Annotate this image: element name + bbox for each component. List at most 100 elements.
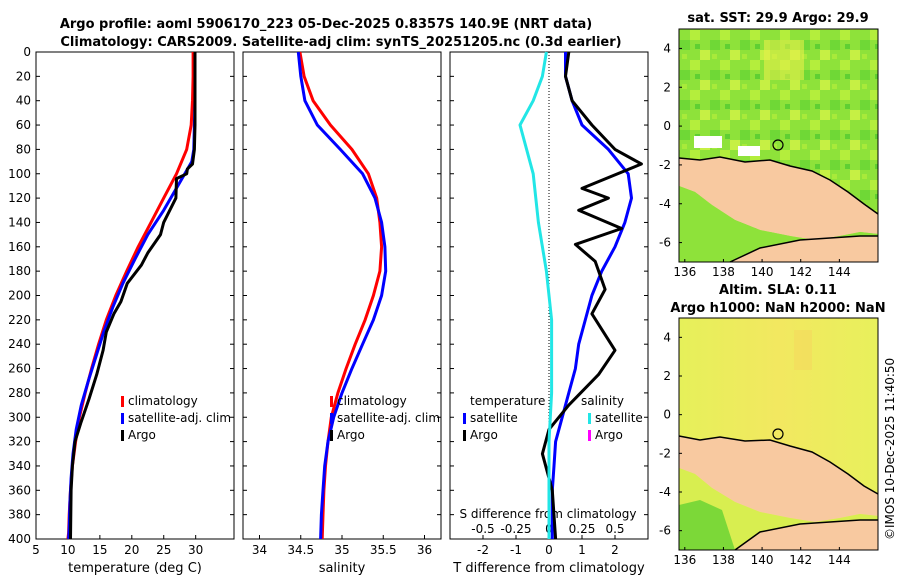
sst-missing-data: [738, 146, 760, 156]
depth-tick-label: 400: [8, 532, 31, 546]
salinity-axes: [242, 51, 442, 540]
temperature-panel: temperature (deg C): [35, 51, 235, 576]
sst-coastline: [678, 156, 879, 215]
series-temperature-argo: [540, 51, 643, 540]
x-tick-label: 0: [545, 543, 553, 557]
depth-tick-label: 80: [16, 142, 31, 156]
x-tick-label: 35: [334, 543, 349, 557]
lat-tick-label: 4: [663, 330, 671, 344]
depth-tick-label: 320: [8, 435, 31, 449]
legend-argo: Argo: [337, 428, 365, 442]
legend-swatch-satellite: [121, 413, 124, 424]
depth-tick-label: 0: [23, 45, 31, 59]
sla-coastline: [734, 519, 878, 551]
depth-tick-label: 180: [8, 264, 31, 278]
lat-tick-label: -2: [659, 158, 671, 172]
series-argo: [69, 52, 197, 540]
legend-swatch-t-satellite: [463, 413, 466, 424]
sla-lon-ticks: 136 138 140 142 144: [673, 547, 851, 567]
depth-tick-label: 280: [8, 386, 31, 400]
x-tick-label: 34: [252, 543, 267, 557]
depth-tick-label: 40: [16, 94, 31, 108]
lat-tick-label: -6: [659, 524, 671, 538]
sst-missing-data: [694, 136, 722, 148]
lon-tick-label: 142: [789, 265, 812, 279]
legend-swatch-climatology: [330, 396, 333, 407]
series-climatology: [298, 51, 384, 540]
depth-tick-labels: 0 20 40 60 80 100 120 140 160 180 200 220 240 260 280 3…: [8, 45, 648, 546]
sst-map-title: sat. SST: 29.9 Argo: 29.9: [687, 11, 868, 26]
legend-swatch-argo: [121, 430, 124, 441]
depth-tick-label: 340: [8, 459, 31, 473]
x-tick-label: -2: [477, 543, 489, 557]
sla-map: Altim. SLA: 0.11 Argo h1000: NaN h2000: …: [659, 283, 886, 567]
temperature-axes: [35, 51, 235, 540]
legend-t-argo: Argo: [470, 428, 498, 442]
depth-tick-label: 240: [8, 337, 31, 351]
temperature-tick-labels: 5 10 15 20 25 30: [32, 535, 203, 557]
legend-satellite-adj: satellite-adj. clim: [128, 411, 231, 425]
x-tick-label: 35.5: [370, 543, 397, 557]
lat-tick-label: 2: [663, 369, 671, 383]
land-new-guinea: [679, 436, 878, 522]
lat-tick-label: -4: [659, 197, 671, 211]
x-tick-label: 15: [92, 543, 107, 557]
lat-tick-label: 4: [663, 41, 671, 55]
land-south: [730, 236, 878, 262]
legend-swatch-climatology: [121, 396, 124, 407]
depth-tick-label: 60: [16, 118, 31, 132]
temperature-legend: climatology satellite-adj. clim Argo: [121, 394, 231, 442]
series-satellite-adj-clim: [67, 52, 197, 540]
x-tick-label: 5: [32, 543, 40, 557]
argo-float-marker: [772, 139, 784, 151]
series-temperature-satellite: [550, 52, 633, 539]
depth-tick-label: 220: [8, 313, 31, 327]
figure-title-line2: Climatology: CARS2009. Satellite-adj cli…: [60, 35, 621, 50]
lon-tick-label: 140: [751, 265, 774, 279]
series-climatology: [66, 52, 195, 540]
legend-s-argo: Argo: [595, 428, 623, 442]
lon-tick-label: 136: [673, 553, 696, 567]
x-tick-label: 0.25: [569, 522, 596, 536]
land-new-guinea: [679, 157, 878, 240]
lon-tick-label: 144: [828, 265, 851, 279]
difference-xlabel: T difference from climatology: [452, 561, 645, 576]
lat-tick-label: -2: [659, 446, 671, 460]
sst-lon-ticks: 136 138 140 142 144: [673, 259, 851, 279]
legend-salinity-title: salinity: [581, 394, 624, 408]
lat-tick-label: 0: [663, 408, 671, 422]
sla-low-patch: [679, 500, 735, 550]
depth-tick-label: 200: [8, 289, 31, 303]
x-tick-label: 30: [188, 543, 203, 557]
x-tick-label: 20: [124, 543, 139, 557]
sst-warm-patch: [764, 40, 804, 80]
x-tick-label: -1: [510, 543, 522, 557]
sla-high-patch: [794, 330, 812, 370]
argo-float-marker: [772, 428, 784, 440]
lat-tick-label: -6: [659, 236, 671, 250]
depth-tick-label: 100: [8, 167, 31, 181]
depth-tick-label: 360: [8, 483, 31, 497]
legend-swatch-s-satellite: [588, 413, 591, 424]
lon-tick-label: 142: [789, 553, 812, 567]
x-tick-label: 10: [60, 543, 75, 557]
legend-t-satellite: satellite: [470, 411, 518, 425]
salinity-tick-labels: 34 34.5 35 35.5 36: [252, 535, 432, 557]
lon-tick-label: 144: [828, 553, 851, 567]
lat-tick-label: -4: [659, 485, 671, 499]
salinity-legend: climatology satellite-adj. clim Argo: [330, 394, 440, 442]
profile-series: [66, 51, 643, 540]
x-tick-label: -0.5: [471, 522, 494, 536]
sla-map-subtitle: Argo h1000: NaN h2000: NaN: [670, 301, 885, 316]
lon-tick-label: 138: [712, 265, 735, 279]
legend-swatch-satellite: [330, 413, 333, 424]
legend-swatch-t-argo: [463, 430, 466, 441]
legend-swatch-argo: [330, 430, 333, 441]
x-tick-label: 36: [417, 543, 432, 557]
legend-climatology: climatology: [128, 394, 198, 408]
legend-climatology: climatology: [337, 394, 407, 408]
x-tick-label: 0.5: [605, 522, 624, 536]
sst-lat-ticks: 4 2 0 -2 -4 -6: [659, 41, 682, 250]
x-tick-label: 1: [578, 543, 586, 557]
depth-tick-label: 120: [8, 191, 31, 205]
